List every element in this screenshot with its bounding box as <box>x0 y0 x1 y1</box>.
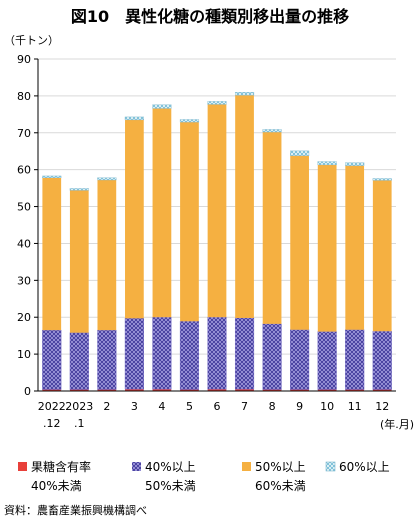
x-tick-label: 9 <box>296 400 303 413</box>
bar-segment <box>262 129 282 133</box>
bar-segment <box>42 177 62 331</box>
bar-segment <box>69 188 89 191</box>
y-tick-label: 60 <box>17 164 31 177</box>
bar-segment <box>290 329 310 390</box>
chart-title: 図10 異性化糖の種類別移出量の推移 <box>71 7 349 26</box>
x-tick-label: .1 <box>74 417 85 430</box>
bar-segment <box>207 104 227 318</box>
legend-swatch <box>132 462 141 471</box>
x-tick-label: 3 <box>131 400 138 413</box>
bar-segment <box>179 119 200 123</box>
x-tick-label: 4 <box>158 400 165 413</box>
bar-segment <box>124 116 144 121</box>
x-unit-label: (年.月) <box>380 417 414 431</box>
bar-segment <box>262 323 282 390</box>
bar-segment <box>372 389 392 391</box>
x-tick-label: .12 <box>43 417 61 430</box>
y-tick-label: 50 <box>17 201 31 214</box>
x-tick-label: 2023 <box>65 400 93 413</box>
bar-segment <box>372 180 392 332</box>
y-tick-label: 20 <box>17 311 31 324</box>
bar-segment <box>290 155 309 330</box>
bar-segment <box>290 389 309 391</box>
bar-segment <box>345 162 365 166</box>
bar-segment <box>235 389 254 391</box>
legend-label: 60%未満 <box>255 479 306 493</box>
x-tick-label: 2022 <box>38 400 66 413</box>
x-tick-label: 2 <box>103 400 110 413</box>
bar-segment <box>290 150 310 156</box>
bar-segment <box>97 389 117 391</box>
bar-segment <box>97 329 117 390</box>
bar-segment <box>317 164 337 332</box>
x-tick-label: 12 <box>375 400 389 413</box>
bar-segment <box>69 190 89 333</box>
x-tick-label: 11 <box>348 400 362 413</box>
legend-label: 50%未満 <box>145 479 196 493</box>
bar-segment <box>207 101 227 105</box>
y-tick-labels: 0 10 20 30 40 50 60 70 80 90 <box>17 53 38 398</box>
bar-segment <box>69 389 89 391</box>
y-tick-label: 90 <box>17 53 31 66</box>
legend: 果糖含有率 40%未満 40%以上 50%未満 50%以上 60%未満 60%以上 <box>18 459 390 493</box>
legend-label: 40%以上 <box>145 460 196 474</box>
bar-segment <box>234 91 255 96</box>
source-note: 資料：農畜産業振興機構調べ <box>4 503 147 517</box>
bar-segment <box>345 165 365 330</box>
bar-segment <box>97 179 117 331</box>
y-tick-label: 10 <box>17 348 31 361</box>
bar-segment <box>152 317 172 390</box>
legend-label: 40%未満 <box>31 479 82 493</box>
bar-segment <box>317 389 337 391</box>
bar-segment <box>180 122 199 322</box>
bar-segment <box>317 161 337 166</box>
bar-segment <box>152 389 172 391</box>
legend-swatch <box>18 462 27 471</box>
legend-swatch <box>242 462 251 471</box>
bar-segment <box>124 318 144 390</box>
y-tick-label: 40 <box>17 237 31 250</box>
bar-segment <box>207 317 227 390</box>
bar-segment <box>207 389 227 391</box>
bar-segment <box>234 317 255 390</box>
bar-segment <box>372 178 392 181</box>
bar-segment <box>42 175 62 178</box>
bar-segment <box>97 177 117 181</box>
bar-segment <box>125 389 144 391</box>
x-tick-label: 7 <box>241 400 248 413</box>
bar-segment <box>42 329 62 390</box>
legend-label: 50%以上 <box>255 460 306 474</box>
bar-segment <box>262 389 282 391</box>
legend-label: 60%以上 <box>339 460 390 474</box>
y-tick-label: 70 <box>17 127 31 140</box>
legend-label: 果糖含有率 <box>31 459 91 474</box>
bar-segment <box>152 104 172 109</box>
x-tick-label: 5 <box>186 400 193 413</box>
y-tick-label: 80 <box>17 90 31 103</box>
bar-segment <box>345 389 365 391</box>
y-unit-label: （千トン） <box>4 34 59 47</box>
bar-segment <box>152 108 172 318</box>
x-tick-label: 6 <box>214 400 221 413</box>
bar-segment <box>180 389 199 391</box>
legend-swatch <box>325 461 336 472</box>
bar-segment <box>317 331 337 390</box>
bar-segment <box>42 389 62 391</box>
bars <box>42 91 392 391</box>
bar-segment <box>235 95 254 318</box>
bar-segment <box>125 119 144 319</box>
x-tick-label: 10 <box>320 400 334 413</box>
x-tick-label: 8 <box>269 400 276 413</box>
y-tick-label: 0 <box>24 385 31 398</box>
bar-segment <box>372 331 392 390</box>
bar-segment <box>179 321 200 390</box>
bar-segment <box>345 329 365 390</box>
bar-segment <box>69 332 89 390</box>
bar-segment <box>262 132 282 324</box>
y-tick-label: 30 <box>17 274 31 287</box>
